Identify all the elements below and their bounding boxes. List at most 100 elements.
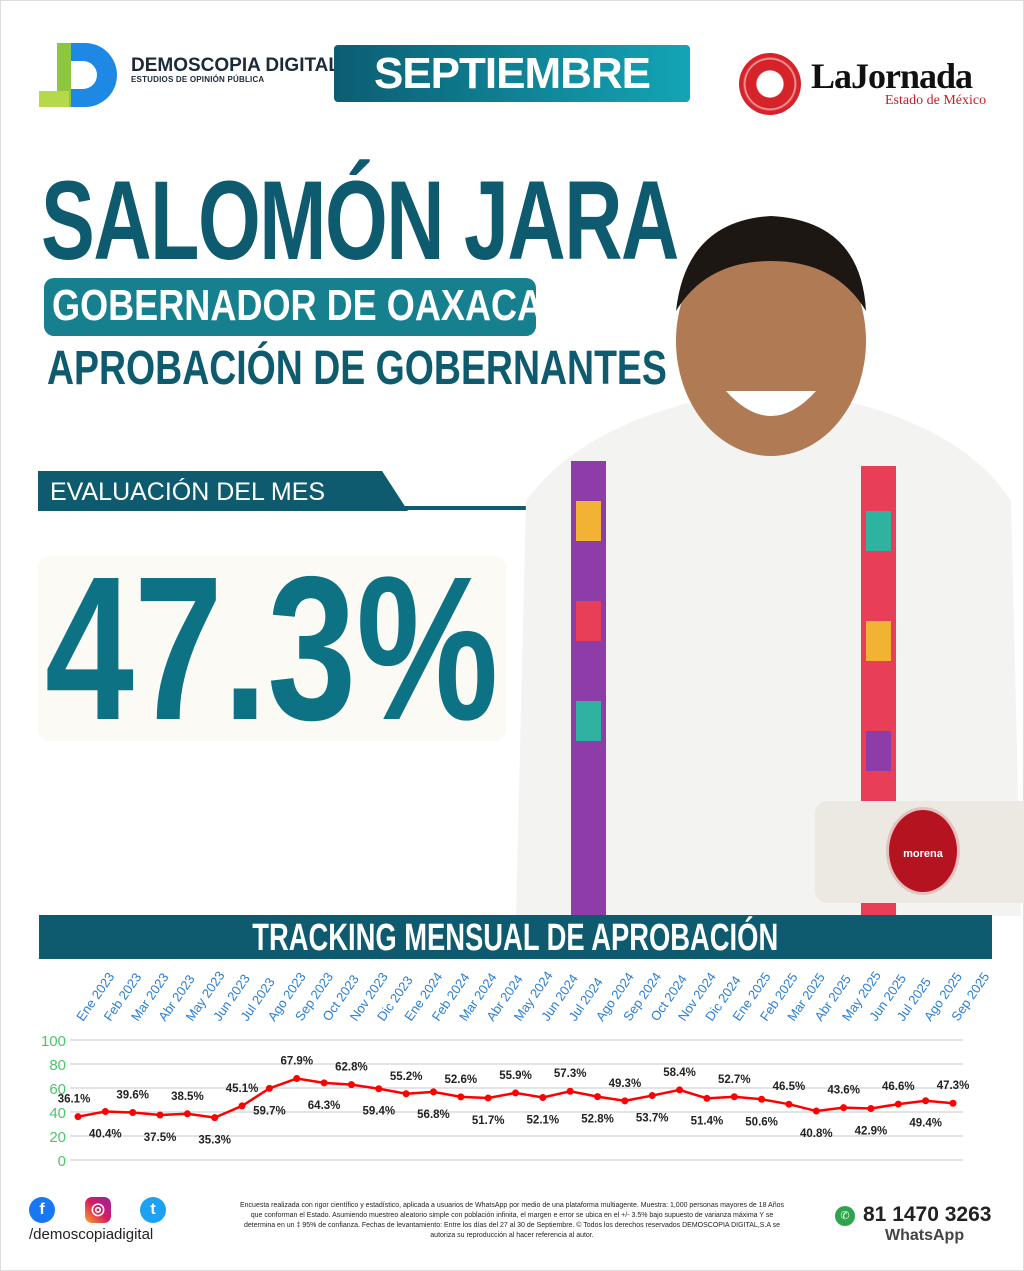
data-point [785,1100,793,1108]
y-tick-label: 0 [58,1153,66,1170]
data-point [730,1093,738,1101]
evaluation-value-text: 47.3% [45,534,499,763]
data-point [293,1075,301,1083]
data-label: 64.3% [308,1100,341,1112]
brand-title: DEMOSCOPIA DIGITAL. [131,55,346,76]
social-handle: /demoscopiadigital [29,1226,154,1243]
data-point [758,1095,766,1103]
data-point [238,1102,246,1110]
data-point [812,1107,820,1115]
data-label: 67.9% [280,1056,313,1068]
role-badge: GOBERNADOR DE OAXACA [44,278,536,336]
data-label: 39.6% [116,1089,149,1101]
data-point [840,1104,848,1112]
data-label: 42.9% [855,1126,888,1138]
data-label: 51.4% [691,1115,724,1127]
data-point [621,1097,629,1105]
y-tick-label: 80 [49,1057,66,1074]
data-point [265,1084,273,1092]
data-point [484,1094,492,1102]
data-label: 52.1% [527,1114,560,1126]
data-point [894,1100,902,1108]
chart-title-bar: TRACKING MENSUAL DE APROBACIÓN [39,915,992,959]
partner-name: LaJornada [811,56,973,96]
twitter-icon[interactable]: t [140,1197,166,1223]
phone-number: 81 1470 3263 [863,1203,992,1226]
data-label: 50.6% [745,1116,778,1128]
subtitle: APROBACIÓN DE GOBERNANTES [47,341,842,396]
data-point [129,1108,137,1116]
data-label: 59.7% [253,1105,286,1117]
y-tick-label: 60 [49,1081,66,1098]
data-point [183,1110,191,1118]
data-point [402,1090,410,1098]
data-point [347,1081,355,1089]
data-label: 37.5% [144,1132,177,1144]
data-label: 51.7% [472,1115,505,1127]
evaluation-label: EVALUACIÓN DEL MES [38,471,408,511]
data-label: 49.4% [909,1118,942,1130]
morena-logo: morena [886,807,960,895]
role-text: GOBERNADOR DE OAXACA [52,281,536,330]
data-label: 59.4% [362,1106,395,1118]
data-label: 40.8% [800,1128,833,1140]
disclaimer: Encuesta realizada con rigor científico … [240,1202,784,1239]
data-label: 35.3% [198,1135,231,1147]
data-label: 49.3% [609,1078,642,1090]
data-label: 55.2% [390,1071,423,1083]
whatsapp-icon: ✆ [835,1206,855,1226]
data-point [156,1111,164,1119]
instagram-icon[interactable]: ◎ [85,1197,111,1223]
data-point [922,1097,930,1105]
data-point [320,1079,328,1087]
month-badge: SEPTIEMBRE 2025 [334,45,690,155]
data-label: 40.4% [89,1129,122,1141]
data-label: 43.6% [827,1085,860,1097]
data-point [512,1089,519,1097]
data-point [375,1085,383,1093]
data-label: 52.6% [445,1074,478,1086]
brand-tagline: ESTUDIOS DE OPINIÓN PÚBLICA [131,75,265,84]
data-label: 52.7% [718,1074,751,1086]
data-label: 47.3% [937,1080,970,1092]
data-point [949,1099,957,1107]
data-label: 46.5% [773,1081,806,1093]
data-label: 58.4% [663,1067,696,1079]
data-point [101,1108,109,1116]
y-tick-label: 40 [49,1105,66,1122]
data-label: 46.6% [882,1081,915,1093]
y-tick-label: 100 [41,1033,66,1050]
politician-name: SALOMÓN JARA [41,158,679,283]
data-point [676,1086,684,1094]
data-point [594,1093,602,1101]
data-label: 52.8% [581,1114,614,1126]
demoscopia-logo-icon [39,43,117,107]
data-label: 45.1% [226,1083,259,1095]
data-point [867,1105,875,1113]
partner-sub: Estado de México [885,93,987,108]
chart-title: TRACKING MENSUAL DE APROBACIÓN [252,917,779,959]
data-label: 55.9% [499,1070,532,1082]
whatsapp-label: WhatsApp [885,1227,965,1244]
data-label: 62.8% [335,1062,368,1074]
subtitle-text: APROBACIÓN DE GOBERNANTES [47,342,667,395]
sun-icon [739,53,801,115]
data-point [429,1088,437,1096]
evaluation-box [38,556,506,741]
data-point [703,1094,711,1102]
data-point [539,1093,547,1101]
data-point [648,1092,656,1100]
data-point [211,1114,219,1122]
data-label: 57.3% [554,1068,587,1080]
data-point [74,1113,82,1121]
brand-name: DEMOSCOPIA DIGITAL. ESTUDIOS DE OPINIÓN P… [131,55,346,86]
data-label: 56.8% [417,1109,450,1121]
la-jornada-logo: LaJornada Estado de México [739,53,989,115]
data-point [566,1087,574,1095]
data-point [457,1093,465,1101]
evaluation-value: 47.3% [45,534,626,763]
facebook-icon[interactable]: f [29,1197,55,1223]
data-label: 53.7% [636,1113,669,1125]
data-label: 38.5% [171,1091,204,1103]
